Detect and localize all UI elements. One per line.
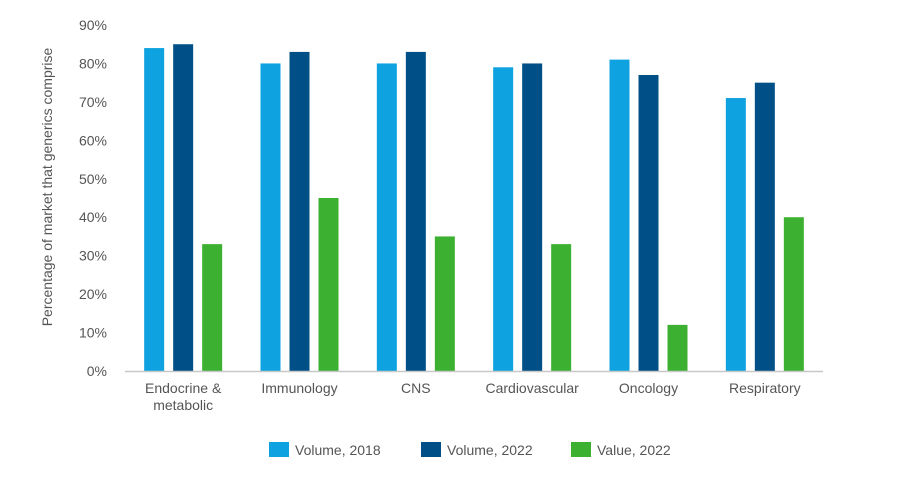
y-tick-label: 80% xyxy=(79,55,107,71)
bar xyxy=(551,244,572,371)
bar xyxy=(144,48,165,372)
x-axis-ticks: Endocrine & metabolic Immunology CNS Cardiov… xyxy=(145,380,801,413)
y-axis-ticks: 0% 10% 20% 30% 40% 50% 60% 70% 80% 90% xyxy=(79,17,107,379)
legend: Volume, 2018 Volume, 2022 Value, 2022 xyxy=(269,442,671,458)
bar xyxy=(405,51,426,372)
bars xyxy=(144,44,804,372)
y-tick-label: 10% xyxy=(79,325,107,341)
bar xyxy=(318,198,339,371)
x-tick-label: Cardiovascular xyxy=(485,380,579,396)
bar xyxy=(667,324,688,371)
y-tick-label: 20% xyxy=(79,286,107,302)
bar xyxy=(434,236,455,371)
bar xyxy=(376,63,397,371)
y-tick-label: 60% xyxy=(79,132,107,148)
y-tick-label: 40% xyxy=(79,209,107,225)
legend-swatch xyxy=(269,442,289,457)
y-tick-label: 90% xyxy=(79,17,107,33)
legend-label: Value, 2022 xyxy=(597,442,671,458)
bar xyxy=(173,44,194,371)
bar xyxy=(609,59,630,371)
y-axis-label: Percentage of market that generics compr… xyxy=(39,47,55,326)
x-tick-label: CNS xyxy=(401,380,431,396)
bar xyxy=(725,98,746,372)
y-tick-label: 0% xyxy=(87,363,107,379)
x-tick-label: Oncology xyxy=(619,380,678,396)
legend-swatch xyxy=(571,442,591,457)
y-tick-label: 70% xyxy=(79,94,107,110)
x-tick-label: Immunology xyxy=(261,380,337,396)
bar xyxy=(522,63,543,371)
legend-swatch xyxy=(421,442,441,457)
x-tick-label: Endocrine & metabolic xyxy=(145,380,222,413)
bar xyxy=(202,244,223,371)
legend-label: Volume, 2018 xyxy=(295,442,381,458)
legend-label: Volume, 2022 xyxy=(447,442,533,458)
x-tick-label: Respiratory xyxy=(729,380,801,396)
bar xyxy=(783,217,804,371)
y-tick-label: 50% xyxy=(79,171,107,187)
bar xyxy=(289,51,310,372)
bar xyxy=(493,67,514,372)
bar xyxy=(754,82,775,372)
bar xyxy=(638,74,659,371)
bar xyxy=(260,63,281,371)
y-tick-label: 30% xyxy=(79,248,107,264)
